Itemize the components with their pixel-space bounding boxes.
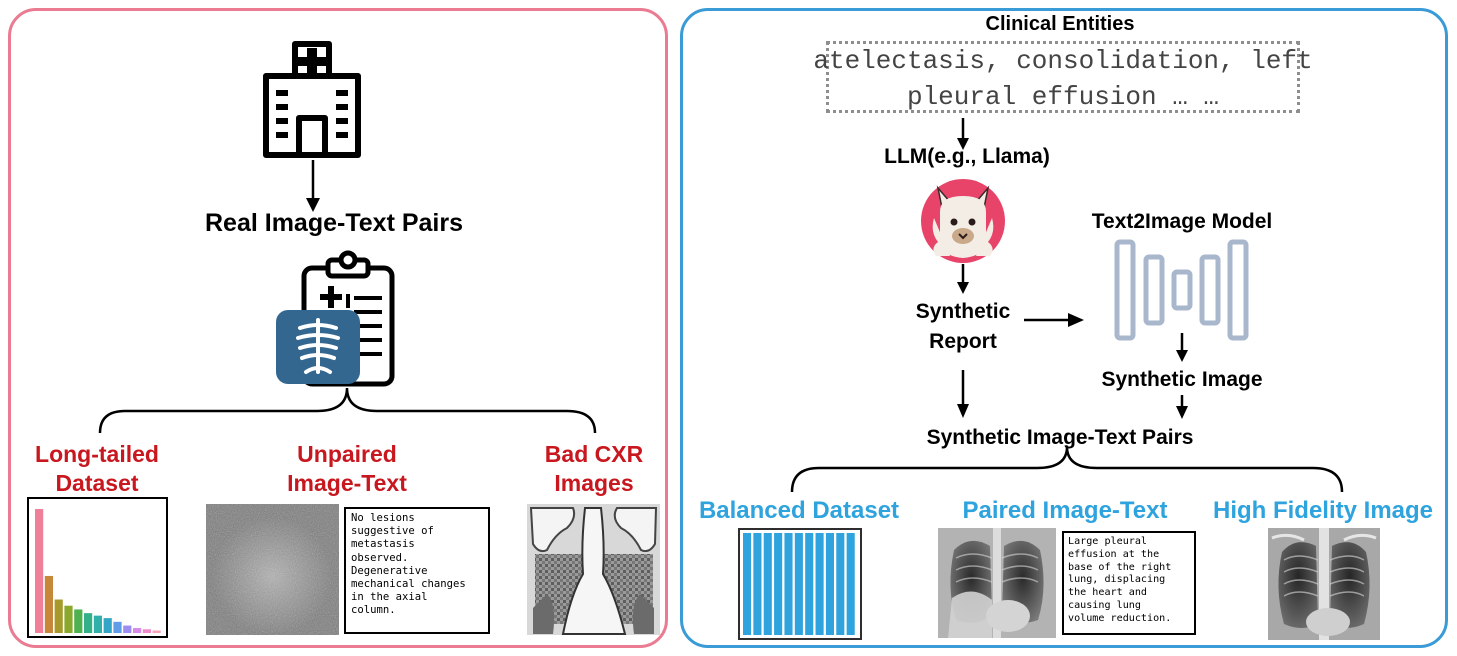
arrow-down-icon — [1176, 395, 1188, 419]
long-tail-bar — [64, 605, 73, 633]
long-tail-bar — [133, 628, 142, 633]
issue-label-bad-cxr: Bad CXR — [544, 441, 644, 467]
issue-label-unpaired: Unpaired — [297, 441, 397, 467]
llama-icon — [921, 179, 1005, 263]
outcome-label-high-fidelity: High Fidelity Image — [1212, 497, 1434, 524]
long-tail-bar — [35, 509, 44, 633]
clinical-entities-line: pleural effusion … … — [906, 82, 1220, 112]
arrow-down-icon — [306, 160, 320, 212]
balanced-dataset-chart — [738, 528, 862, 640]
arrow-down-icon — [957, 264, 969, 294]
balanced-bar — [815, 533, 824, 635]
brace — [790, 446, 1344, 493]
long-tail-bar — [103, 618, 112, 633]
issue-label-long-tailed: Long-tailed — [35, 441, 159, 467]
unpaired-report-text: No lesions suggestive of metastasis obse… — [351, 512, 466, 617]
arrow-right-icon — [1024, 313, 1084, 327]
high-fidelity-xray-image — [1268, 528, 1380, 640]
paired-report-text: Large pleural effusion at the base of th… — [1068, 536, 1172, 624]
long-tail-bar — [113, 621, 122, 633]
synthetic-report-label: Report — [929, 330, 997, 353]
balanced-bar — [825, 533, 834, 635]
long-tail-bar — [54, 599, 63, 633]
bad-cxr-image — [527, 504, 660, 635]
hospital-icon — [263, 41, 361, 158]
balanced-bar — [753, 533, 762, 635]
synthetic-pairs-label: Synthetic Image-Text Pairs — [926, 426, 1194, 449]
noise-image — [206, 504, 339, 635]
arrow-down-icon — [957, 118, 969, 150]
long-tail-bar — [123, 625, 132, 633]
clipboard-xray-icon — [276, 250, 395, 387]
unpaired-report-box: No lesions suggestive of metastasis obse… — [344, 507, 490, 634]
unet-model-icon — [1114, 239, 1249, 341]
synthetic-image-label: Synthetic Image — [1101, 368, 1263, 391]
long-tail-bar — [74, 609, 83, 633]
long-tail-bar — [44, 575, 53, 633]
clinical-entities-title: Clinical Entities — [985, 13, 1135, 35]
balanced-bar — [794, 533, 803, 635]
balanced-bar — [784, 533, 793, 635]
balanced-bar — [836, 533, 845, 635]
clinical-entities-line: atelectasis, consolidation, left — [813, 46, 1313, 76]
synthetic-report-label: Synthetic — [915, 300, 1011, 323]
issue-label-unpaired: Image-Text — [287, 470, 407, 496]
text2image-label: Text2Image Model — [1091, 210, 1273, 233]
balanced-bar — [774, 533, 783, 635]
synthetic-data-panel — [680, 8, 1448, 648]
balanced-bar — [763, 533, 772, 635]
paired-xray-image — [938, 528, 1056, 638]
outcome-label-paired: Paired Image-Text — [962, 497, 1168, 524]
issue-label-long-tailed: Dataset — [55, 470, 139, 496]
long-tail-bar — [142, 629, 151, 633]
outcome-label-balanced: Balanced Dataset — [698, 497, 900, 524]
long-tail-bar — [152, 630, 161, 633]
long-tail-bar — [93, 615, 102, 633]
arrow-down-icon — [957, 370, 969, 418]
arrow-down-icon — [1176, 333, 1188, 362]
balanced-bar — [743, 533, 752, 635]
issue-label-bad-cxr: Images — [554, 470, 634, 496]
long-tail-bar — [84, 613, 93, 633]
real-pairs-title: Real Image-Text Pairs — [205, 209, 463, 237]
real-data-panel — [8, 8, 668, 648]
balanced-bar — [846, 533, 855, 635]
paired-report-box: Large pleural effusion at the base of th… — [1062, 531, 1196, 635]
balanced-bar — [805, 533, 814, 635]
llm-label: LLM(e.g., Llama) — [884, 145, 1050, 168]
brace — [98, 387, 597, 434]
clinical-entities-box — [826, 41, 1300, 113]
long-tailed-chart — [27, 497, 168, 638]
